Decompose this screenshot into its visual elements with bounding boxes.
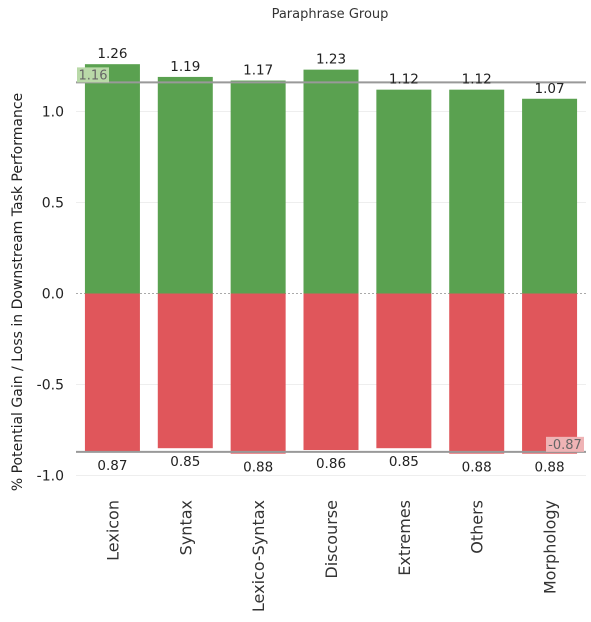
value-label-loss: 0.86 [316,456,346,472]
reference-label: 1.16 [79,68,108,83]
reference-label-bg [77,67,109,83]
y-tick-label: -1.0 [37,469,64,485]
value-label-gain: 1.17 [243,63,273,79]
category-label: Lexico-Syntax [249,500,268,612]
category-label: Others [468,500,487,554]
value-labels: 1.26 0.87 1.19 0.85 1.17 0.88 1.23 0.86 1.12 0.85… [97,46,564,475]
y-tick-label: -0.5 [37,378,64,394]
value-label-gain: 1.19 [170,59,200,75]
bar-loss [522,293,578,454]
y-axis-title: % Potential Gain / Loss in Downstream Ta… [10,93,26,491]
bar-gain [157,76,213,294]
chart-title: Paraphrase Group [272,7,389,22]
category-label: Discourse [322,500,341,579]
bar-loss [230,293,286,454]
bar-gain [303,69,359,294]
bar-gain [522,98,578,294]
bar-loss [449,293,505,454]
y-axis-ticks: 1.0 0.5 0.0 -0.5 -1.0 [37,105,64,485]
bar-gain [449,89,505,294]
y-tick-label: 0.0 [42,287,64,303]
value-label-gain: 1.26 [97,46,127,62]
category-label: Syntax [176,500,195,555]
value-label-gain: 1.07 [535,81,565,97]
value-label-gain: 1.12 [389,72,419,88]
bar-loss [303,293,359,451]
reference-label-bg [546,436,584,452]
bars [84,64,578,454]
value-label-loss: 0.88 [462,460,492,476]
value-label-loss: 0.85 [170,454,200,470]
reference-label: -0.87 [548,438,582,453]
bar-loss [376,293,432,449]
value-label-gain: 1.12 [462,72,492,88]
value-label-loss: 0.88 [535,460,565,476]
bar-gain [84,64,140,294]
bar-gain [230,80,286,294]
value-label-loss: 0.87 [97,458,127,474]
bar-gain [376,89,432,294]
value-label-loss: 0.85 [389,454,419,470]
y-tick-label: 1.0 [42,105,64,121]
category-label: Lexicon [103,500,122,561]
value-label-gain: 1.23 [316,52,346,68]
y-tick-label: 0.5 [42,196,64,212]
category-label: Extremes [395,500,414,576]
bar-loss [157,293,213,449]
reference-lines: 1.16 -0.87 [76,67,586,453]
value-label-loss: 0.88 [243,460,273,476]
bar-loss [84,293,140,452]
category-label: Morphology [541,500,560,594]
x-axis-categories: Lexicon Syntax Lexico-Syntax Discourse Extre… [103,500,559,612]
